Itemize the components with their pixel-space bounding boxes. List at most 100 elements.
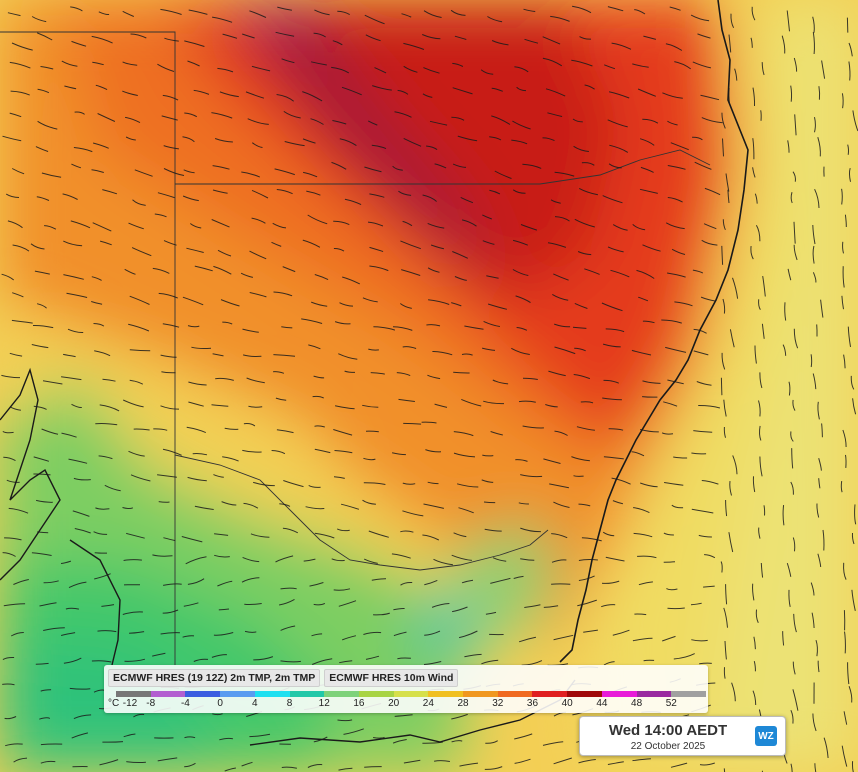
wind-streamline <box>725 499 728 517</box>
wind-streamline <box>674 301 693 307</box>
wind-streamline <box>63 353 76 358</box>
wind-streamline <box>700 296 716 302</box>
wind-streamline <box>314 274 329 281</box>
wind-streamline <box>311 658 333 665</box>
wind-streamline <box>820 299 824 318</box>
wind-streamline <box>313 32 326 38</box>
wind-streamline <box>453 371 470 374</box>
wind-streamline <box>489 189 501 195</box>
wind-streamline <box>458 507 474 514</box>
wind-streamline <box>275 31 295 37</box>
wind-streamline <box>41 428 59 435</box>
wind-streamline <box>11 42 33 51</box>
wind-streamline <box>33 456 50 462</box>
wind-streamline <box>1 374 21 379</box>
wind-streamline <box>453 431 474 437</box>
wind-streamline <box>337 10 350 16</box>
wind-streamline <box>250 533 270 538</box>
wind-streamline <box>224 767 236 772</box>
wind-streamline <box>133 428 150 431</box>
wind-streamline <box>632 758 651 762</box>
wind-streamline <box>542 36 561 45</box>
wind-streamline <box>482 240 495 245</box>
wind-streamline <box>282 266 296 273</box>
wind-streamline <box>725 173 730 192</box>
wind-streamline <box>602 531 615 537</box>
wind-streamline <box>276 429 294 434</box>
wind-streamline <box>464 325 484 330</box>
wind-streamline <box>122 10 134 17</box>
wind-streamline <box>456 483 479 488</box>
wind-streamline <box>814 188 820 209</box>
wind-streamline <box>12 292 24 298</box>
wind-streamline <box>102 189 118 195</box>
wind-streamline <box>43 580 59 584</box>
wind-streamline <box>794 114 797 136</box>
wind-streamline <box>758 400 761 417</box>
legend-wind-title[interactable]: ECMWF HRES 10m Wind <box>324 669 459 687</box>
wind-streamline <box>603 456 624 460</box>
wind-streamline <box>608 428 624 431</box>
wind-streamline <box>163 240 177 246</box>
wind-streamline <box>793 244 798 261</box>
wind-streamline <box>214 138 233 143</box>
wind-streamline <box>704 554 716 559</box>
wind-streamline <box>522 425 544 429</box>
forecast-time-panel[interactable]: Wed 14:00 AEDT 22 October 2025 WZ <box>579 716 786 756</box>
legend-unit-label: °C <box>108 698 120 709</box>
wind-streamline <box>311 301 328 307</box>
wind-streamline <box>402 346 417 349</box>
wind-streamline <box>491 115 511 125</box>
wind-streamline <box>163 145 179 150</box>
wind-streamline <box>70 6 83 12</box>
wind-streamline <box>31 552 52 556</box>
wind-streamline <box>692 136 703 141</box>
scale-tick-label: 0 <box>217 698 223 709</box>
wind-streamline <box>484 528 502 532</box>
wind-streamline <box>522 163 542 169</box>
wind-streamline <box>3 603 26 607</box>
wind-streamline <box>184 40 205 47</box>
wind-streamline <box>758 299 761 310</box>
wind-streamline <box>512 120 531 130</box>
scale-tick-label: -4 <box>180 698 190 709</box>
weatherzone-logo[interactable]: WZ <box>755 726 777 746</box>
wind-streamline <box>520 558 535 561</box>
wind-streamline <box>91 301 103 305</box>
wind-streamline <box>520 224 538 231</box>
wind-streamline <box>427 222 445 229</box>
wind-streamline <box>183 169 195 174</box>
wind-streamline <box>218 608 230 611</box>
wind-streamline <box>274 168 295 176</box>
wind-streamline <box>163 583 182 586</box>
wind-streamline <box>691 639 708 642</box>
wind-streamline <box>701 480 719 485</box>
wind-streamline <box>634 613 647 616</box>
color-scale-swatch <box>567 691 602 697</box>
wind-streamline <box>152 554 173 557</box>
wind-streamline <box>584 84 595 90</box>
wind-streamline <box>70 220 91 229</box>
legend-temperature-title[interactable]: ECMWF HRES (19 12Z) 2m TMP, 2m TMP <box>108 669 321 687</box>
wind-streamline <box>690 14 710 22</box>
wind-streamline <box>851 761 854 772</box>
wind-streamline <box>157 63 175 72</box>
wind-streamline <box>690 602 702 606</box>
wind-streamline <box>603 379 619 384</box>
wind-streamline <box>94 573 111 580</box>
wind-streamline <box>452 606 468 613</box>
wind-streamline <box>483 320 500 327</box>
wind-streamline <box>248 405 263 408</box>
wind-streamline <box>424 579 438 586</box>
wind-streamline <box>577 599 597 607</box>
wind-streamline <box>515 295 531 304</box>
wind-streamline <box>434 163 447 169</box>
wind-streamline <box>164 37 179 42</box>
wind-streamline <box>547 112 563 117</box>
wind-streamline <box>458 630 478 639</box>
wind-streamline <box>192 453 208 456</box>
wind-streamline <box>661 319 682 324</box>
wind-streamline <box>367 120 378 126</box>
wind-streamline <box>12 244 30 252</box>
